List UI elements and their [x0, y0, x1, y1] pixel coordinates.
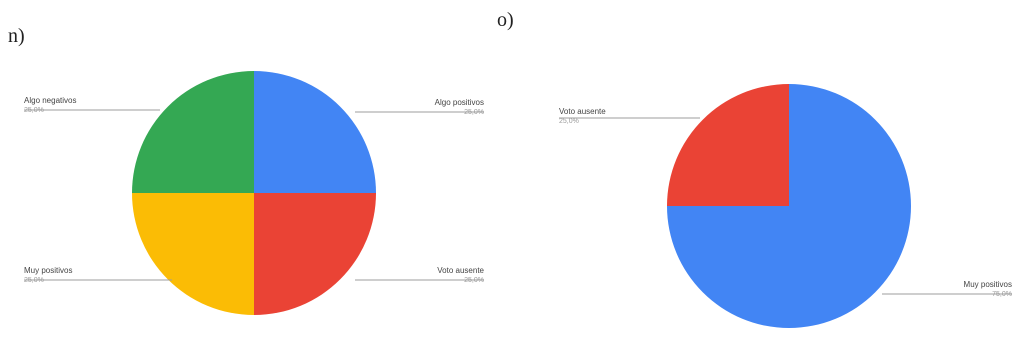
pie-slice-voto-ausente [254, 193, 376, 315]
slice-label-muy-positivos: Muy positivos [24, 266, 72, 275]
pie-slice-muy-positivos [132, 193, 254, 315]
pie-chart-o: Muy positivos 75,0% Voto ausente 25,0% [559, 84, 1012, 328]
slice-label-voto-ausente: Voto ausente [437, 266, 484, 275]
slice-percent-voto-ausente: 25,0% [559, 118, 579, 125]
pie-slice-algo-positivos [254, 71, 376, 193]
pie-chart-n: Algo positivos 25,0% Voto ausente 25,0% Muy … [24, 71, 485, 315]
slice-label-voto-ausente: Voto ausente [559, 107, 606, 116]
slice-percent-voto-ausente: 25,0% [464, 277, 484, 284]
pie-slice-voto-ausente [667, 84, 789, 206]
slice-label-algo-negativos: Algo negativos [24, 96, 76, 105]
slice-percent-algo-positivos: 25,0% [464, 109, 484, 116]
pie-slice-algo-negativos [132, 71, 254, 193]
slice-percent-muy-positivos: 25,0% [24, 277, 44, 284]
panel-label-n: n) [8, 25, 25, 47]
slice-label-algo-positivos: Algo positivos [435, 98, 484, 107]
slice-percent-muy-positivos: 75,0% [992, 291, 1012, 298]
slice-percent-algo-negativos: 25,0% [24, 107, 44, 114]
slice-label-muy-positivos: Muy positivos [964, 280, 1012, 289]
panel-label-o: o) [497, 9, 514, 31]
